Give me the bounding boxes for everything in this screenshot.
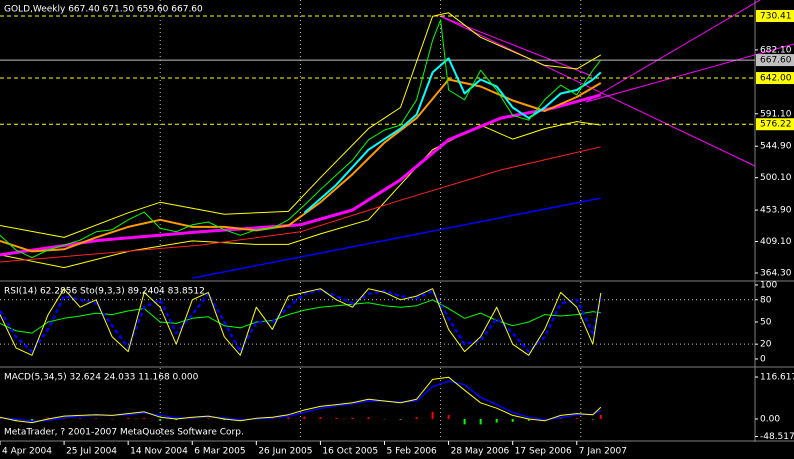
histogram-bar xyxy=(431,411,434,420)
histogram-bar xyxy=(79,418,82,420)
series-line xyxy=(0,146,601,263)
level-label: 730.41 xyxy=(760,11,792,21)
series-line xyxy=(0,288,602,356)
histogram-bar xyxy=(127,417,130,420)
y-tick-label: 50 xyxy=(760,317,772,327)
x-tick-label: 7 Jan 2007 xyxy=(579,447,627,457)
series-line xyxy=(0,376,602,424)
histogram-bar xyxy=(463,419,466,425)
histogram-bar xyxy=(591,419,594,420)
histogram-bar xyxy=(479,419,482,425)
x-tick-label: 17 Sep 2006 xyxy=(515,447,572,457)
x-tick-label: 25 Jul 2004 xyxy=(66,447,117,457)
histogram-bar xyxy=(143,417,146,420)
level-label: 576.22 xyxy=(760,120,792,130)
x-tick-label: 26 Jun 2005 xyxy=(258,447,312,457)
panel-title: GOLD,Weekly 667.40 671.50 659.60 667.60 xyxy=(4,5,203,15)
series-line xyxy=(0,78,602,253)
histogram-bar xyxy=(599,414,602,420)
y-tick-label: 100 xyxy=(760,280,777,290)
histogram-bar xyxy=(495,419,498,423)
y-tick-label: 0 xyxy=(760,354,766,364)
histogram-bar xyxy=(159,419,162,421)
histogram-bar xyxy=(367,417,370,420)
y-tick-label: 409.10 xyxy=(760,237,792,247)
histogram-bar xyxy=(303,416,306,420)
trend-line xyxy=(439,15,756,167)
histogram-bar xyxy=(15,419,18,421)
trend-line xyxy=(585,43,794,103)
panel-title: RSI(14) 62.2856 Sto(9,3,3) 89.2404 83.85… xyxy=(4,287,205,297)
histogram-bar xyxy=(527,419,530,421)
series-line xyxy=(303,57,602,214)
histogram-bar xyxy=(415,417,418,420)
histogram-bar xyxy=(287,417,290,420)
y-tick-label: -48.517 xyxy=(760,432,794,442)
histogram-bar xyxy=(111,419,114,420)
y-tick-label: 80 xyxy=(760,295,772,305)
x-tick-label: 14 Nov 2004 xyxy=(130,447,188,457)
series-line xyxy=(0,19,602,259)
histogram-bar xyxy=(31,419,34,421)
y-tick-label: 116.617 xyxy=(760,372,794,382)
panel-title: MACD(5,34,5) 32.624 24.033 11.168 0.000 xyxy=(4,373,199,383)
histogram-bar xyxy=(447,415,450,420)
histogram-bar xyxy=(351,417,354,420)
x-tick-label: 6 Mar 2005 xyxy=(194,447,245,457)
series-line xyxy=(192,197,601,279)
series-line xyxy=(0,299,601,334)
histogram-bar xyxy=(47,417,50,420)
level-badge xyxy=(756,9,794,22)
series-line xyxy=(0,288,603,353)
trend-line xyxy=(585,0,761,103)
histogram-bar xyxy=(335,417,338,420)
y-tick-label: 20 xyxy=(760,340,772,350)
y-tick-label: 364.30 xyxy=(760,268,792,278)
histogram-bar xyxy=(319,417,322,420)
footer: MetaTrader, ? 2001-2007 MetaQuotes Softw… xyxy=(4,428,244,438)
y-tick-label: 500.10 xyxy=(760,173,792,183)
y-tick-label: 453.90 xyxy=(760,206,792,216)
histogram-bar xyxy=(399,419,402,420)
x-tick-label: 4 Apr 2004 xyxy=(2,447,52,457)
histogram-bar xyxy=(383,419,386,420)
histogram-bar xyxy=(223,419,226,421)
y-tick-label: 682.10 xyxy=(760,45,792,55)
level-label: 667.60 xyxy=(760,56,792,66)
histogram-bar xyxy=(511,419,514,422)
level-badge xyxy=(756,118,794,131)
series-line xyxy=(0,121,601,269)
frame xyxy=(0,0,794,442)
level-badge xyxy=(756,72,794,85)
series-line xyxy=(0,12,602,238)
histogram-bar xyxy=(95,418,98,420)
y-tick-label: 0.00 xyxy=(760,415,780,425)
series-line xyxy=(0,93,602,257)
histogram-bar xyxy=(575,417,578,420)
x-tick-label: 5 Feb 2006 xyxy=(387,447,438,457)
level-badge xyxy=(756,54,794,67)
y-tick-label: 544.90 xyxy=(760,142,792,152)
histogram-bar xyxy=(175,419,178,421)
y-tick-label: 591.10 xyxy=(760,109,792,119)
x-tick-label: 28 May 2006 xyxy=(451,447,510,457)
x-tick-label: 16 Oct 2005 xyxy=(322,447,378,457)
histogram-bar xyxy=(207,418,210,420)
level-label: 642.00 xyxy=(760,74,792,84)
